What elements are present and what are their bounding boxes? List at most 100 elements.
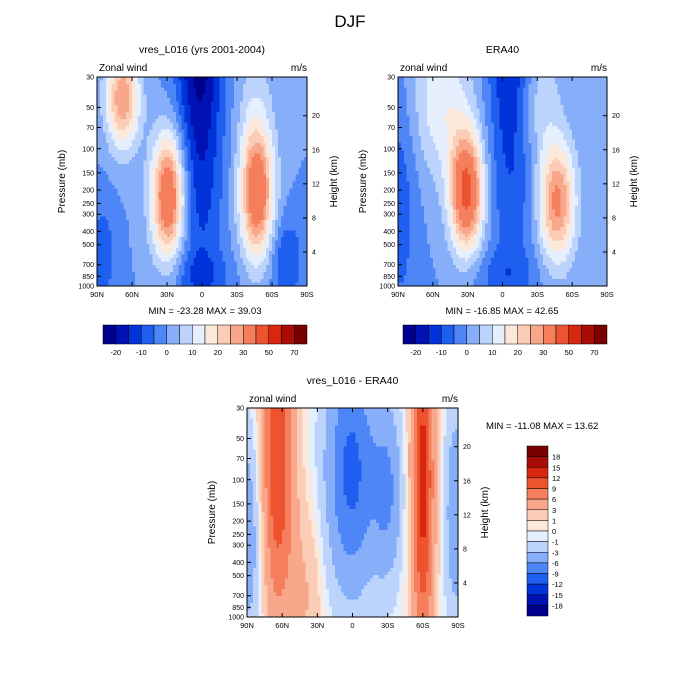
contour-cell bbox=[292, 202, 296, 207]
contour-cell bbox=[257, 153, 261, 158]
contour-cell bbox=[117, 171, 121, 176]
contour-cell bbox=[237, 115, 241, 120]
contour-cell bbox=[237, 191, 241, 197]
contour-cell bbox=[172, 136, 177, 141]
contour-cell bbox=[158, 178, 162, 183]
contour-cell bbox=[164, 160, 168, 165]
contour-cell bbox=[134, 122, 139, 127]
contour-cell bbox=[167, 132, 171, 137]
contour-cell bbox=[175, 111, 180, 116]
contour-cell bbox=[111, 171, 116, 176]
contour-cell bbox=[143, 129, 148, 134]
contour-cell bbox=[120, 136, 124, 141]
contour-cell bbox=[111, 122, 116, 127]
contour-cell bbox=[181, 111, 186, 116]
contour-cell bbox=[117, 94, 121, 99]
contour-cell bbox=[175, 77, 180, 82]
contour-cell bbox=[245, 160, 250, 165]
contour-cell bbox=[239, 171, 244, 176]
contour-cell bbox=[231, 178, 235, 183]
contour-cell bbox=[137, 108, 142, 113]
contour-cell bbox=[187, 184, 191, 190]
contour-cell bbox=[260, 129, 264, 134]
contour-cell bbox=[193, 205, 197, 210]
contour-cell bbox=[207, 184, 212, 190]
contour-cell bbox=[277, 160, 282, 165]
contour-cell bbox=[120, 219, 124, 224]
contour-cell bbox=[219, 118, 224, 123]
contour-cell bbox=[286, 139, 291, 144]
contour-cell bbox=[184, 219, 189, 224]
contour-cell bbox=[222, 160, 226, 165]
contour-cell bbox=[280, 80, 285, 85]
contour-cell bbox=[213, 90, 218, 96]
contour-cell bbox=[301, 184, 305, 190]
contour-cell bbox=[301, 195, 305, 200]
contour-cell bbox=[99, 139, 104, 144]
contour-cell bbox=[99, 122, 104, 127]
contour-cell bbox=[134, 174, 139, 179]
contour-cell bbox=[274, 139, 279, 144]
contour-cell bbox=[102, 104, 107, 109]
contour-cell bbox=[199, 164, 203, 169]
contour-cell bbox=[129, 115, 133, 120]
contour-cell bbox=[239, 198, 244, 203]
contour-cell bbox=[120, 167, 124, 172]
contour-cell bbox=[175, 198, 180, 203]
contour-cell bbox=[126, 111, 130, 116]
contour-cell bbox=[292, 178, 296, 183]
contour-cell bbox=[234, 104, 238, 109]
contour-cell bbox=[114, 97, 119, 102]
contour-cell bbox=[105, 143, 110, 148]
contour-cell bbox=[263, 80, 267, 85]
contour-cell bbox=[269, 202, 273, 207]
contour-cell bbox=[199, 83, 203, 89]
contour-cell bbox=[254, 111, 259, 116]
contour-cell bbox=[187, 146, 191, 151]
contour-cell bbox=[178, 178, 183, 183]
contour-cell bbox=[117, 115, 121, 120]
contour-cell bbox=[190, 90, 194, 96]
contour-cell bbox=[222, 157, 226, 162]
contour-cell bbox=[304, 125, 308, 130]
contour-cell bbox=[108, 191, 113, 197]
contour-cell bbox=[234, 80, 238, 85]
contour-cell bbox=[304, 122, 308, 127]
contour-cell bbox=[146, 132, 151, 137]
contour-cell bbox=[213, 94, 218, 99]
contour-cell bbox=[155, 122, 159, 127]
contour-cell bbox=[187, 157, 191, 162]
contour-cell bbox=[234, 195, 238, 200]
contour-cell bbox=[216, 87, 221, 92]
contour-cell bbox=[161, 143, 165, 148]
contour-cell bbox=[277, 77, 282, 82]
y2-tick-label: 8 bbox=[312, 215, 316, 222]
contour-cell bbox=[132, 94, 136, 99]
contour-cell bbox=[245, 90, 250, 96]
contour-cell bbox=[228, 83, 232, 89]
contour-cell bbox=[237, 139, 241, 144]
contour-cell bbox=[114, 157, 119, 162]
contour-cell bbox=[298, 90, 302, 96]
contour-cell bbox=[202, 143, 206, 148]
contour-cell bbox=[126, 167, 130, 172]
contour-cell bbox=[251, 198, 256, 203]
contour-cell bbox=[102, 184, 107, 190]
contour-cell bbox=[102, 171, 107, 176]
contour-cell bbox=[216, 146, 221, 151]
contour-cell bbox=[219, 143, 224, 148]
contour-cell bbox=[289, 80, 294, 85]
contour-cell bbox=[245, 202, 250, 207]
colorbar: -20 -10 0 10 20 30 50 70 bbox=[102, 324, 308, 357]
contour-cell bbox=[298, 167, 302, 172]
contour-cell bbox=[213, 150, 218, 155]
contour-cell bbox=[272, 77, 276, 82]
contour-cell bbox=[114, 87, 119, 92]
contour-cell bbox=[178, 118, 183, 123]
contour-cell bbox=[137, 198, 142, 203]
contour-cell bbox=[222, 205, 226, 210]
contour-cell bbox=[260, 184, 264, 190]
contour-cell bbox=[207, 122, 212, 127]
contour-cell bbox=[193, 80, 197, 85]
contour-cell bbox=[184, 108, 189, 113]
